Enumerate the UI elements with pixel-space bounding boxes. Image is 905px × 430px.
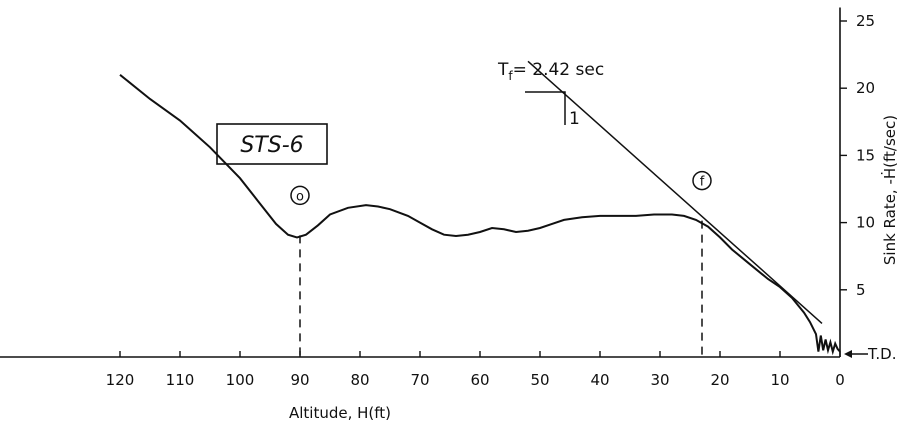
x-tick-label: 80	[350, 371, 369, 389]
x-tick-label: 20	[710, 371, 729, 389]
td-arrow-head	[844, 350, 852, 358]
sink-rate-curve	[119, 74, 841, 356]
sts6-box: STS-6	[216, 123, 328, 165]
y-tick-label: 20	[856, 79, 875, 97]
x-tick-label: 120	[106, 371, 135, 389]
y-tick-label: 5	[856, 281, 866, 299]
x-tick-label: 70	[410, 371, 429, 389]
slope-triangle	[525, 91, 566, 125]
x-tick-label: 0	[835, 371, 845, 389]
tf-letter: T	[497, 60, 509, 80]
y-axis-title: Sink Rate, -Ḣ(ft/sec)	[880, 115, 899, 265]
x-tick-label: 90	[290, 371, 309, 389]
labels: Altitude, H(ft) Sink Rate, -Ḣ(ft/sec) ST…	[216, 60, 899, 422]
td-label: T.D.	[867, 345, 896, 363]
plot-marks: of	[119, 60, 868, 358]
sts6-label: STS-6	[240, 133, 303, 158]
x-axis-title: Altitude, H(ft)	[289, 404, 391, 422]
marker-o-label: o	[296, 189, 304, 204]
axes	[0, 7, 841, 358]
marker-f-label: f	[700, 175, 705, 190]
x-tick-label: 30	[650, 371, 669, 389]
x-tick-label: 60	[470, 371, 489, 389]
x-tick-label: 10	[770, 371, 789, 389]
y-tick-label: 10	[856, 214, 875, 232]
tf-subscript: f	[508, 69, 513, 83]
y-tick-label: 15	[856, 146, 875, 164]
x-tick-label: 110	[166, 371, 195, 389]
y-tick-label: 25	[856, 12, 875, 30]
tf-annotation: Tf= 2.42 sec	[497, 60, 604, 83]
x-tick-label: 100	[226, 371, 255, 389]
tangent-line	[527, 60, 823, 324]
marker-o-circle	[290, 185, 310, 206]
x-tick-label: 40	[590, 371, 609, 389]
tf-value: = 2.42 sec	[513, 60, 605, 80]
slope-label: 1	[569, 109, 580, 129]
marker-f-circle	[692, 170, 712, 191]
x-tick-label: 50	[530, 371, 549, 389]
